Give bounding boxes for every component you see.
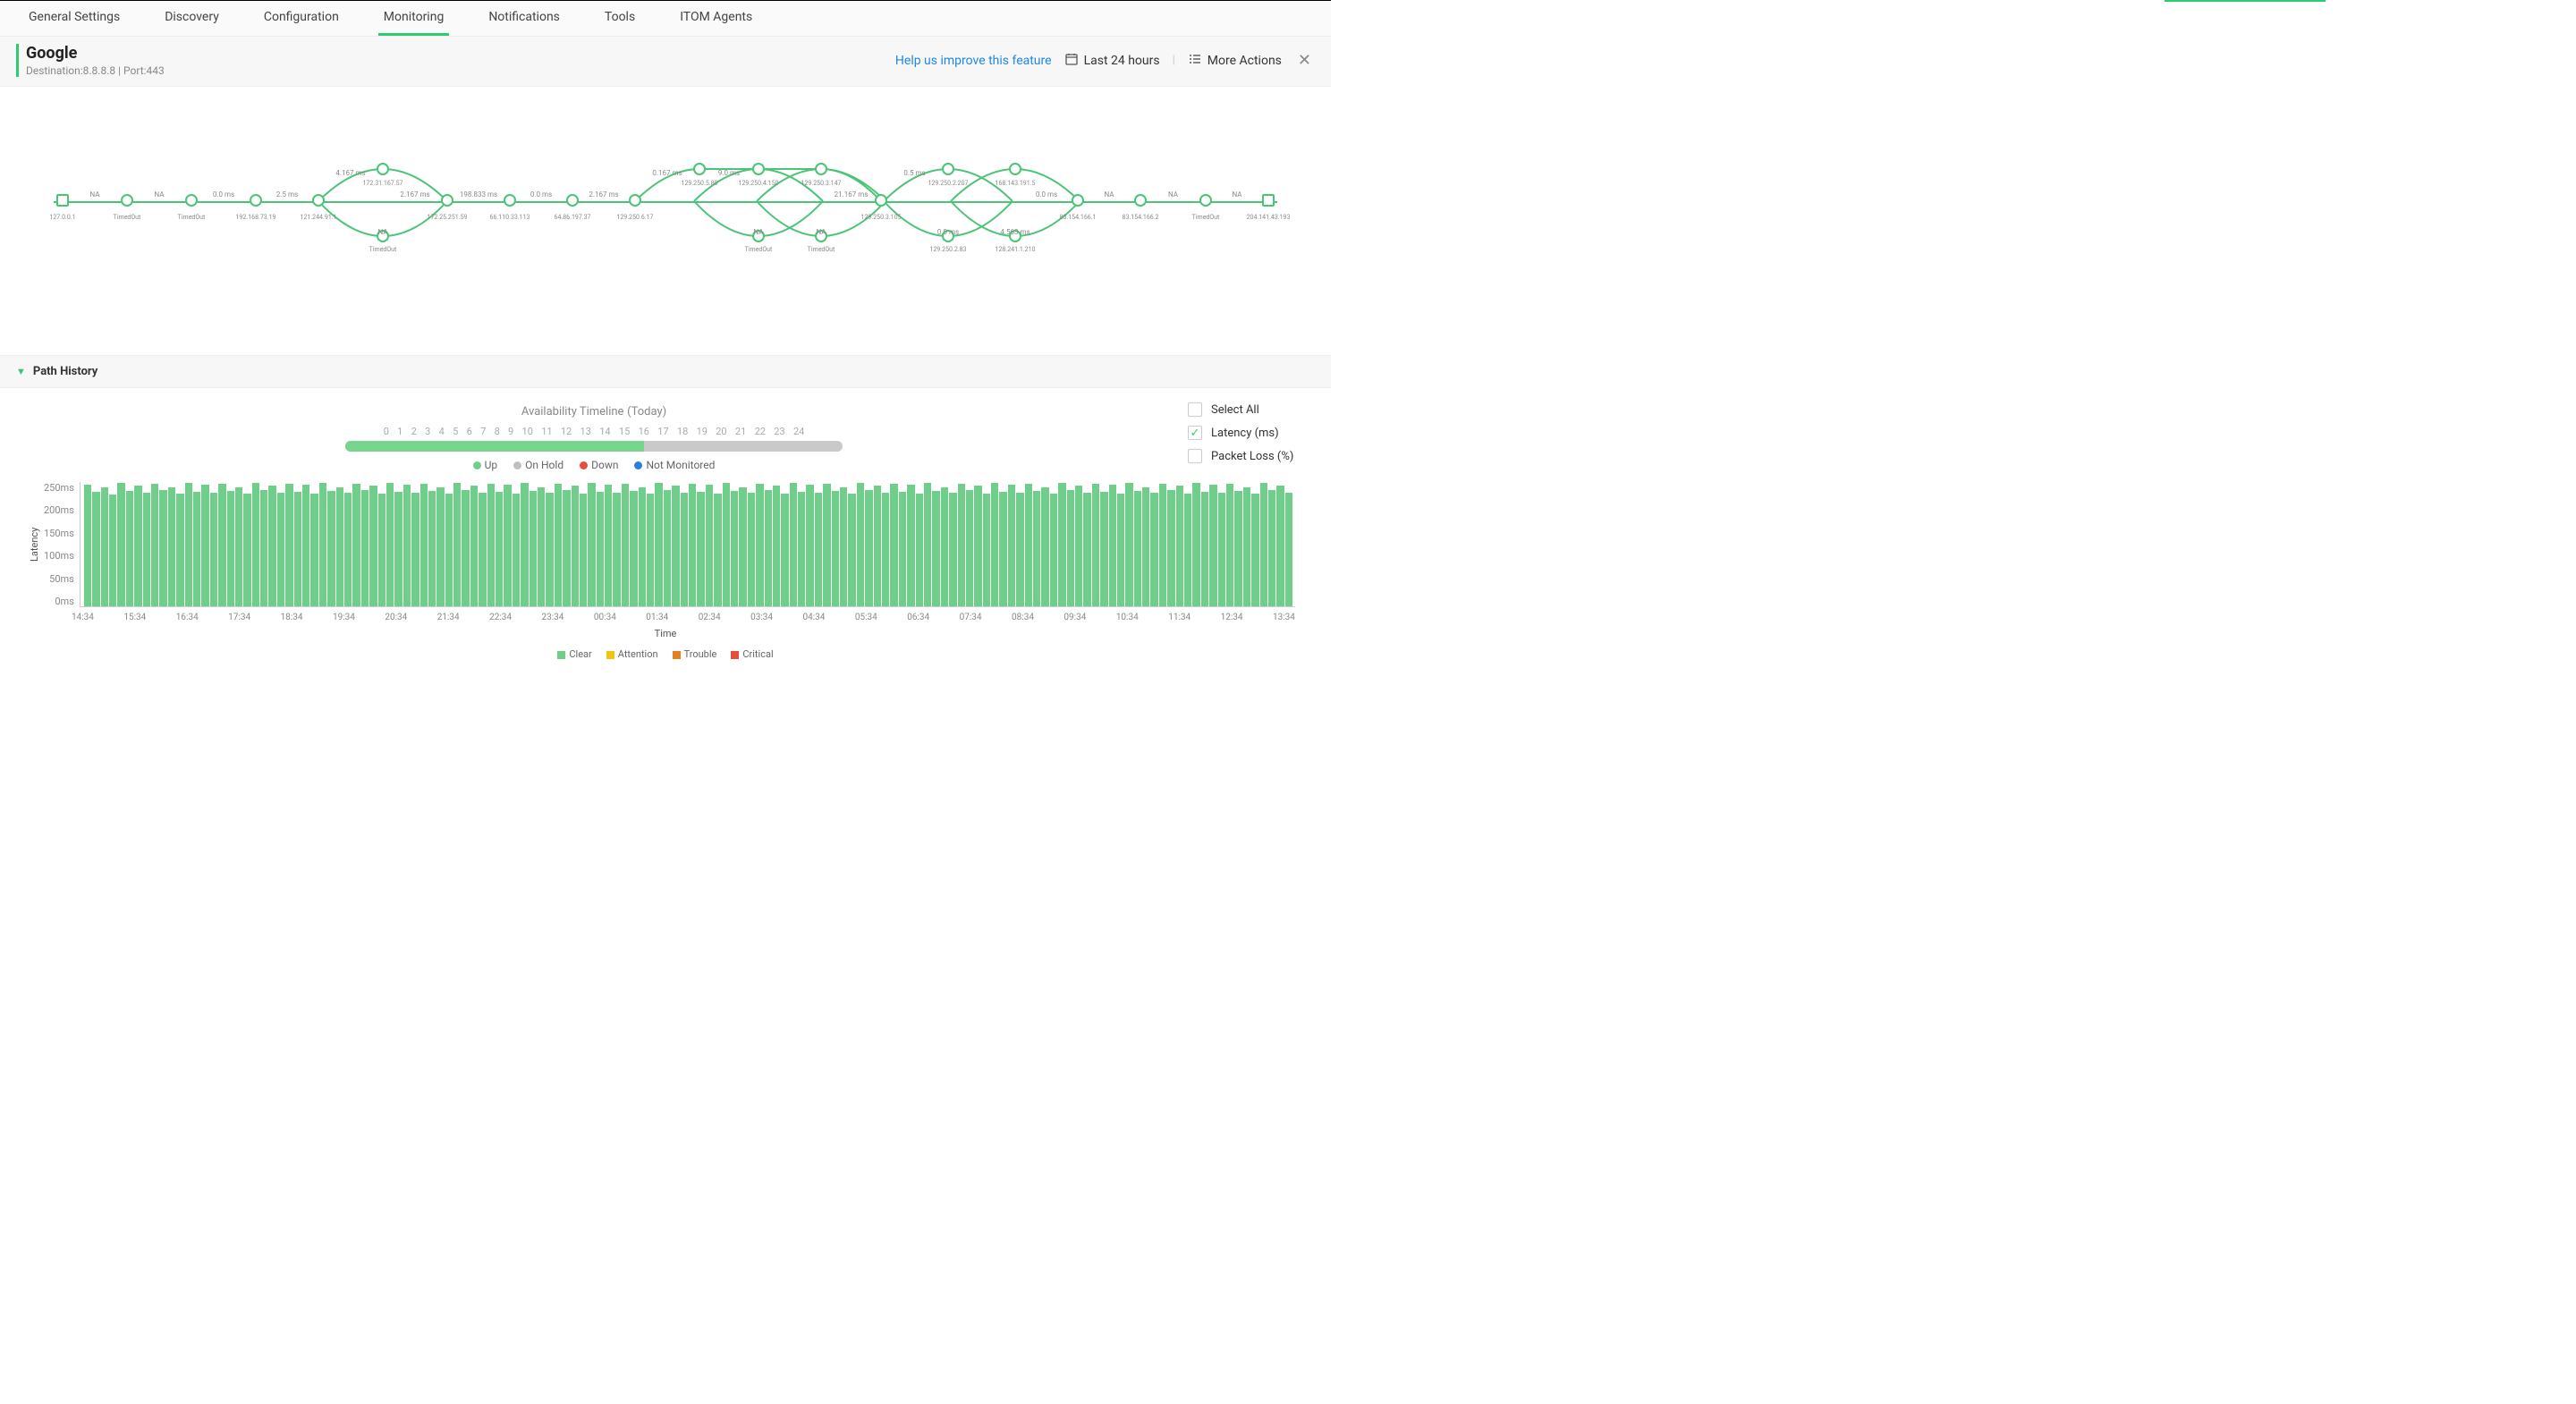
- path-node[interactable]: [504, 194, 516, 207]
- option-packet-loss-[interactable]: Packet Loss (%): [1188, 449, 1313, 463]
- tab-tools[interactable]: Tools: [599, 10, 640, 36]
- path-node[interactable]: [815, 163, 827, 175]
- path-node[interactable]: [250, 194, 262, 207]
- main-tabs: General Settings Discovery Configuration Mo…: [0, 1, 1331, 37]
- path-node[interactable]: [377, 163, 389, 175]
- path-node[interactable]: [875, 194, 887, 207]
- option-latency-ms-[interactable]: ✓Latency (ms): [1188, 426, 1313, 440]
- collapse-icon: ▼: [16, 366, 26, 377]
- path-node[interactable]: [629, 194, 641, 207]
- path-node[interactable]: [693, 163, 706, 175]
- path-node[interactable]: [1199, 194, 1212, 207]
- close-icon[interactable]: ✕: [1294, 51, 1315, 70]
- path-node[interactable]: [1134, 194, 1147, 207]
- destination-subtitle: Destination:8.8.8.8 | Port:443: [26, 64, 165, 77]
- path-node[interactable]: [312, 194, 325, 207]
- path-node[interactable]: [441, 194, 453, 207]
- status-legend: ClearAttentionTroubleCritical: [0, 648, 1331, 660]
- list-icon: [1188, 52, 1202, 70]
- path-node[interactable]: [942, 163, 954, 175]
- more-actions-button[interactable]: More Actions: [1188, 52, 1282, 70]
- tab-itom-agents[interactable]: ITOM Agents: [674, 10, 758, 36]
- option-select-all[interactable]: Select All: [1188, 402, 1313, 417]
- availability-legend: UpOn HoldDownNot Monitored: [0, 459, 1188, 471]
- path-node[interactable]: [1072, 194, 1084, 207]
- page-title: Google: [26, 44, 165, 63]
- calendar-icon: [1064, 52, 1079, 70]
- path-node[interactable]: [566, 194, 579, 207]
- page-header: Google Destination:8.8.8.8 | Port:443 He…: [0, 37, 1331, 87]
- tab-discovery[interactable]: Discovery: [159, 10, 225, 36]
- availability-bar: [345, 441, 843, 452]
- tab-configuration[interactable]: Configuration: [258, 10, 344, 36]
- path-node[interactable]: [56, 194, 69, 207]
- metric-options: Select All ✓Latency (ms) Packet Loss (%): [1188, 402, 1331, 471]
- path-node[interactable]: [1262, 194, 1275, 207]
- path-node[interactable]: [752, 163, 765, 175]
- latency-chart: Latency 250ms200ms150ms100ms50ms0ms: [0, 471, 1331, 607]
- time-range-picker[interactable]: Last 24 hours: [1064, 52, 1160, 70]
- path-node[interactable]: [185, 194, 198, 207]
- path-history-section[interactable]: ▼ Path History: [0, 355, 1331, 388]
- path-node[interactable]: [121, 194, 133, 207]
- tab-monitoring[interactable]: Monitoring: [378, 10, 450, 36]
- path-node[interactable]: [1009, 163, 1021, 175]
- help-link[interactable]: Help us improve this feature: [895, 54, 1052, 68]
- tab-notifications[interactable]: Notifications: [483, 10, 565, 36]
- network-path-diagram: 127.0.0.1TimedOutNATimedOutNA192.168.73.…: [0, 87, 1331, 355]
- tab-general-settings[interactable]: General Settings: [23, 10, 125, 36]
- availability-title: Availability Timeline (Today): [0, 402, 1188, 419]
- hour-scale: 0123456789101112131415161718192021222324: [0, 426, 1188, 437]
